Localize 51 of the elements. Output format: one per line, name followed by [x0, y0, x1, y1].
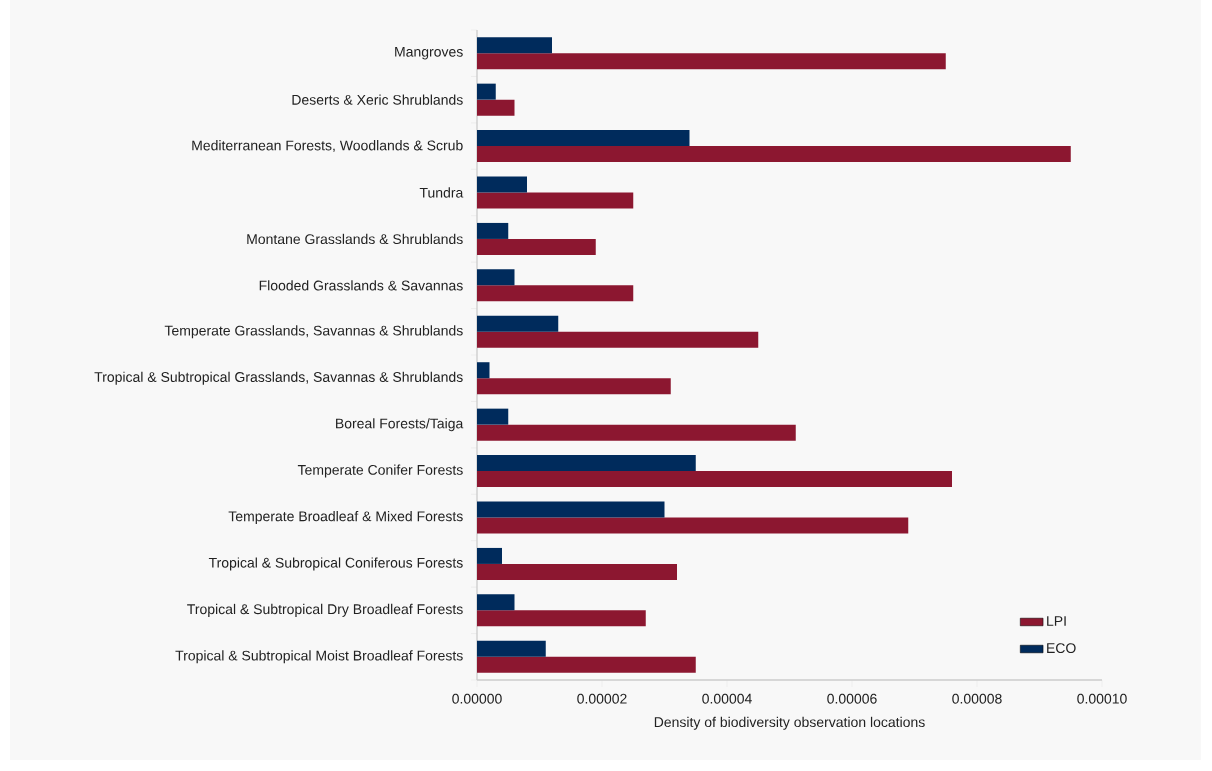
x-tick-label: 0.00010 [1077, 693, 1127, 704]
bar [477, 455, 696, 472]
bar [477, 362, 490, 379]
bar [477, 563, 678, 580]
bar [477, 130, 690, 147]
y-tick-label: Flooded Grasslands & Savannas [259, 280, 463, 291]
y-tick-label: Tropical & Subropical Coniferous Forests [208, 557, 463, 571]
bar [477, 83, 496, 100]
y-tick-label: Tundra [419, 187, 464, 198]
x-axis-title: Density of biodiversity observation locations [654, 716, 925, 730]
bar [477, 471, 953, 488]
y-tick-label: Montane Grasslands & Shrublands [247, 233, 463, 245]
y-tick-label: Tropical & Subtropical Grasslands, Savannas & Shrublands [94, 371, 463, 385]
bar [477, 501, 665, 518]
y-tick-label: Boreal Forests/Taiga [336, 418, 464, 432]
bar [477, 331, 759, 348]
bar [477, 656, 696, 673]
bar [477, 269, 515, 286]
bar [477, 222, 509, 239]
y-tick-label: Mediterranean Forests, Woodlands & Scrub [192, 140, 463, 153]
y-tick-label: Tropical & Subtropical Dry Broadleaf Forests [187, 603, 463, 617]
legend-label: LPI [1047, 616, 1066, 626]
y-tick-label: Temperate Broadleaf & Mixed Forests [228, 510, 463, 525]
bar [477, 640, 546, 657]
bar [477, 192, 634, 209]
bar [477, 176, 527, 193]
bar [477, 408, 509, 425]
bar [477, 378, 671, 395]
y-tick-label: Temperate Conifer Forests [297, 464, 463, 478]
bar [477, 547, 502, 564]
bar [477, 610, 646, 627]
bar [477, 99, 515, 116]
y-tick-label: Mangroves [395, 46, 463, 60]
bar [477, 37, 552, 54]
x-tick-label: 0.00002 [577, 693, 627, 704]
x-tick-label: 0.00006 [827, 693, 877, 704]
bar [477, 53, 946, 70]
bar [477, 146, 1071, 163]
x-tick-label: 0.00008 [952, 693, 1002, 704]
x-tick-label: 0.00000 [452, 693, 502, 704]
y-tick-label: Deserts & Xeric Shrublands [292, 94, 463, 105]
bar [477, 594, 515, 611]
bar [477, 315, 559, 332]
legend-label: ECO [1047, 643, 1076, 654]
bar [477, 285, 634, 302]
bar [477, 517, 909, 534]
x-tick-label: 0.00004 [702, 693, 752, 704]
y-tick-label: Temperate Grasslands, Savannas & Shrublands [164, 325, 463, 339]
bar [477, 238, 596, 255]
bar [477, 424, 796, 441]
y-tick-label: Tropical & Subtropical Moist Broadleaf Forests [175, 650, 463, 664]
